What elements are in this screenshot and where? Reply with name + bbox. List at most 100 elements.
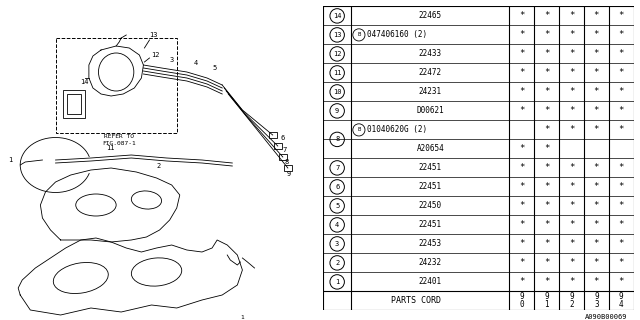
Text: 8: 8 bbox=[285, 159, 289, 165]
Text: 9
2: 9 2 bbox=[569, 292, 574, 309]
Text: 24232: 24232 bbox=[419, 259, 442, 268]
Text: *: * bbox=[544, 87, 549, 96]
Text: *: * bbox=[618, 220, 624, 229]
Text: *: * bbox=[569, 164, 574, 172]
Text: *: * bbox=[594, 164, 599, 172]
Bar bbox=[274, 143, 282, 149]
Text: *: * bbox=[618, 125, 624, 134]
Text: B: B bbox=[357, 32, 360, 37]
Text: B: B bbox=[357, 127, 360, 132]
Text: 22433: 22433 bbox=[419, 49, 442, 58]
Text: *: * bbox=[519, 220, 525, 229]
Text: *: * bbox=[618, 239, 624, 248]
Text: 9
3: 9 3 bbox=[594, 292, 598, 309]
Text: *: * bbox=[618, 68, 624, 77]
Text: *: * bbox=[519, 106, 525, 116]
Bar bbox=[269, 132, 276, 138]
Text: 22451: 22451 bbox=[419, 220, 442, 229]
Text: 22465: 22465 bbox=[419, 12, 442, 20]
Text: *: * bbox=[519, 182, 525, 191]
Text: 11: 11 bbox=[333, 70, 341, 76]
Text: *: * bbox=[569, 182, 574, 191]
Text: *: * bbox=[618, 277, 624, 286]
Text: 22401: 22401 bbox=[419, 277, 442, 286]
Text: 3: 3 bbox=[170, 57, 174, 63]
Text: 01040620G (2): 01040620G (2) bbox=[367, 125, 427, 134]
Text: *: * bbox=[519, 201, 525, 211]
Text: 10: 10 bbox=[333, 89, 341, 95]
Text: 13: 13 bbox=[150, 32, 158, 38]
Text: 5: 5 bbox=[335, 203, 339, 209]
Text: 9: 9 bbox=[287, 171, 291, 177]
Text: 2: 2 bbox=[157, 163, 161, 169]
Text: *: * bbox=[594, 68, 599, 77]
Bar bbox=[56, 38, 177, 133]
Text: 13: 13 bbox=[333, 32, 341, 38]
Text: *: * bbox=[594, 106, 599, 116]
Bar bbox=[279, 154, 287, 160]
Text: *: * bbox=[544, 259, 549, 268]
Text: *: * bbox=[544, 68, 549, 77]
Text: *: * bbox=[594, 220, 599, 229]
Text: 7: 7 bbox=[335, 165, 339, 171]
Text: D00621: D00621 bbox=[417, 106, 444, 116]
Text: *: * bbox=[544, 220, 549, 229]
Text: *: * bbox=[594, 182, 599, 191]
Text: 22451: 22451 bbox=[419, 182, 442, 191]
Text: *: * bbox=[594, 125, 599, 134]
Text: *: * bbox=[519, 144, 525, 153]
Text: 24231: 24231 bbox=[419, 87, 442, 96]
Text: *: * bbox=[569, 125, 574, 134]
Text: 1: 1 bbox=[8, 157, 12, 163]
Text: A090B00069: A090B00069 bbox=[585, 314, 627, 320]
Text: PARTS CORD: PARTS CORD bbox=[391, 296, 442, 305]
Text: *: * bbox=[544, 277, 549, 286]
Text: *: * bbox=[519, 30, 525, 39]
Text: *: * bbox=[594, 49, 599, 58]
Text: *: * bbox=[544, 125, 549, 134]
Text: *: * bbox=[544, 164, 549, 172]
Text: 2: 2 bbox=[335, 260, 339, 266]
Bar bbox=[284, 165, 292, 171]
Text: *: * bbox=[569, 259, 574, 268]
Text: *: * bbox=[519, 259, 525, 268]
Text: 14: 14 bbox=[81, 79, 89, 85]
Text: *: * bbox=[618, 87, 624, 96]
Text: *: * bbox=[519, 87, 525, 96]
Text: *: * bbox=[594, 259, 599, 268]
Text: *: * bbox=[544, 182, 549, 191]
Text: *: * bbox=[569, 277, 574, 286]
Text: *: * bbox=[594, 30, 599, 39]
Text: *: * bbox=[544, 49, 549, 58]
Text: *: * bbox=[594, 201, 599, 211]
Text: *: * bbox=[618, 201, 624, 211]
Text: 12: 12 bbox=[333, 51, 341, 57]
Text: *: * bbox=[594, 87, 599, 96]
Text: 22472: 22472 bbox=[419, 68, 442, 77]
Text: 4: 4 bbox=[335, 222, 339, 228]
Text: 11: 11 bbox=[106, 145, 115, 151]
Text: *: * bbox=[618, 49, 624, 58]
Text: 5: 5 bbox=[212, 65, 216, 71]
Text: *: * bbox=[519, 68, 525, 77]
Text: *: * bbox=[519, 12, 525, 20]
Text: 4: 4 bbox=[194, 60, 198, 66]
Text: 9
0: 9 0 bbox=[520, 292, 524, 309]
Text: *: * bbox=[594, 277, 599, 286]
Text: *: * bbox=[569, 30, 574, 39]
Text: *: * bbox=[519, 277, 525, 286]
Text: *: * bbox=[569, 201, 574, 211]
Text: *: * bbox=[618, 259, 624, 268]
Text: *: * bbox=[544, 30, 549, 39]
Text: *: * bbox=[544, 239, 549, 248]
Text: REFER TO
FIG.087-1: REFER TO FIG.087-1 bbox=[102, 134, 136, 146]
Text: *: * bbox=[544, 106, 549, 116]
Text: *: * bbox=[618, 30, 624, 39]
Text: 14: 14 bbox=[333, 13, 341, 19]
Text: 12: 12 bbox=[152, 52, 160, 58]
Text: *: * bbox=[594, 239, 599, 248]
Text: A20654: A20654 bbox=[417, 144, 444, 153]
Text: *: * bbox=[569, 49, 574, 58]
Text: *: * bbox=[569, 12, 574, 20]
Text: 047406160 (2): 047406160 (2) bbox=[367, 30, 427, 39]
